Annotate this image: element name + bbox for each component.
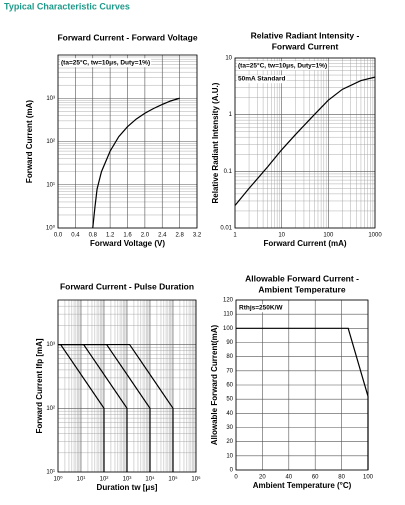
y-tick-label: 50 xyxy=(226,397,233,403)
y-tick-label: 60 xyxy=(226,383,233,389)
x-tick-label: 0.8 xyxy=(89,233,98,239)
chart-title: Ambient Temperature xyxy=(258,284,345,294)
annotation-bg xyxy=(238,304,285,313)
y-tick-label: 100 xyxy=(223,326,234,332)
x-tick-label: 0.0 xyxy=(54,233,63,239)
annotation: (ta=25°C, tw=10μs, Duty=1%) xyxy=(61,59,150,67)
y-tick-label: 10 xyxy=(225,56,232,62)
data-line xyxy=(92,97,180,229)
x-tick-label: 10⁰ xyxy=(53,476,63,483)
annotation: (ta=25°C, tw=10μs, Duty=1%) xyxy=(238,62,327,70)
chart-title: Relative Radiant Intensity - xyxy=(251,30,360,40)
annotation: 50mA Standard xyxy=(238,76,285,83)
x-tick-label: 10³ xyxy=(123,477,132,483)
y-tick-label: 110 xyxy=(223,312,233,318)
x-tick-label: 40 xyxy=(285,475,292,481)
y-tick-label: 10³ xyxy=(46,96,55,102)
x-tick-label: 1 xyxy=(233,233,237,239)
y-tick-label: 10³ xyxy=(46,342,55,348)
y-axis-label: Forward Current (mA) xyxy=(25,100,34,183)
annotation-bg xyxy=(237,75,287,84)
y-tick-label: 10⁰ xyxy=(46,225,56,232)
x-axis-label: Forward Current (mA) xyxy=(263,239,346,248)
x-tick-label: 2.8 xyxy=(175,233,184,239)
x-tick-label: 10¹ xyxy=(77,477,86,483)
y-tick-label: 10 xyxy=(226,453,233,459)
x-tick-label: 1.6 xyxy=(123,233,132,239)
plot-frame xyxy=(235,299,369,471)
y-tick-label: 10¹ xyxy=(46,182,55,188)
plot-frame xyxy=(57,54,198,229)
x-tick-label: 2.0 xyxy=(141,233,150,239)
y-axis-label: Allowable Forward Current(mA) xyxy=(210,324,219,445)
annotation-bg xyxy=(60,58,152,68)
x-tick-label: 0 xyxy=(234,475,238,481)
plot-frame xyxy=(234,57,376,229)
data-line xyxy=(58,343,174,472)
x-tick-label: 100 xyxy=(323,233,334,239)
chart-title: Forward Current xyxy=(272,41,339,51)
x-tick-label: 1.2 xyxy=(106,233,115,239)
x-tick-label: 1000 xyxy=(368,233,382,239)
x-tick-label: 10⁵ xyxy=(168,476,178,483)
y-axis-label: Relative Radiant Intensity (A.U.) xyxy=(211,82,220,203)
x-tick-label: 3.2 xyxy=(193,233,202,239)
x-tick-label: 80 xyxy=(338,475,345,481)
chart-title: Forward Current - Pulse Duration xyxy=(60,281,194,291)
annotation: Rthjs=250K/W xyxy=(239,305,283,312)
x-tick-label: 60 xyxy=(312,475,319,481)
x-tick-label: 0.4 xyxy=(71,233,80,239)
y-tick-label: 10² xyxy=(46,139,55,145)
chart-title: Allowable Forward Current - xyxy=(245,273,359,283)
chart-title: Forward Current - Forward Voltage xyxy=(57,32,197,42)
y-tick-label: 90 xyxy=(226,340,233,346)
y-tick-label: 10¹ xyxy=(46,470,55,476)
x-tick-label: 10⁴ xyxy=(145,476,155,483)
x-axis-label: Duration tw [μs] xyxy=(97,483,158,492)
page-title: Typical Characteristic Curves xyxy=(4,1,130,11)
annotation-bg xyxy=(237,61,329,71)
y-tick-label: 20 xyxy=(226,439,233,445)
x-tick-label: 10 xyxy=(278,233,285,239)
x-tick-label: 10² xyxy=(100,477,109,483)
x-axis-label: Forward Voltage (V) xyxy=(90,239,165,248)
y-tick-label: 0.1 xyxy=(224,169,233,175)
y-tick-label: 1 xyxy=(229,112,233,118)
x-tick-label: 100 xyxy=(363,475,374,481)
y-tick-label: 0 xyxy=(230,468,234,474)
data-line xyxy=(234,76,376,206)
y-tick-label: 0.01 xyxy=(220,226,232,232)
x-axis-label: Ambient Temperature (°C) xyxy=(253,481,352,490)
y-axis-label: Forward Current Ifp [mA] xyxy=(35,338,44,433)
y-tick-label: 80 xyxy=(226,354,233,360)
x-tick-label: 10⁶ xyxy=(191,476,201,483)
x-tick-label: 2.4 xyxy=(158,233,167,239)
y-tick-label: 30 xyxy=(226,425,233,431)
data-line xyxy=(236,327,369,470)
y-tick-label: 10² xyxy=(46,406,55,412)
y-tick-label: 70 xyxy=(226,368,233,374)
y-tick-label: 120 xyxy=(223,298,234,304)
x-tick-label: 20 xyxy=(259,475,266,481)
y-tick-label: 40 xyxy=(226,411,233,417)
